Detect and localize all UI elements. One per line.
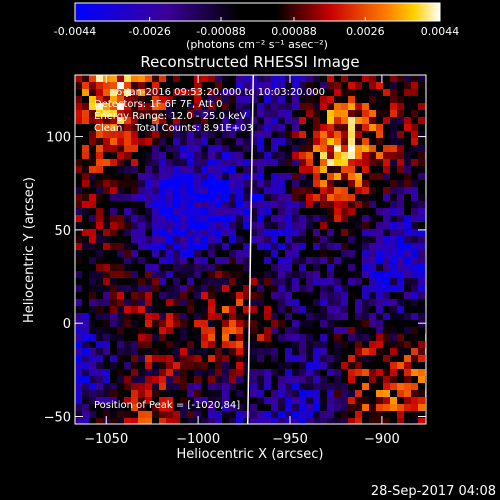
timestamp: 28-Sep-2017 04:08 <box>371 484 496 499</box>
chart-title: Reconstructed RHESSI Image <box>140 53 359 71</box>
colorbar: -0.0044 -0.0026 -0.00088 0.00088 0.0026 0.004… <box>54 2 460 51</box>
x-tick-label: −950 <box>272 432 308 447</box>
heatmap-image <box>75 75 426 424</box>
colorbar-tick-label: 0.0026 <box>346 25 385 38</box>
colorbar-gradient <box>74 2 441 22</box>
x-axis: −1050 −1000 −950 −900 <box>84 75 400 447</box>
colorbar-tick-label: -0.0044 <box>54 25 96 38</box>
colorbar-tick-label: 0.00088 <box>271 25 317 38</box>
y-tick-label: 100 <box>46 131 71 146</box>
annotation-energy-range: Energy Range: 12.0 - 25.0 keV <box>94 111 247 122</box>
colorbar-tick-label: 0.0044 <box>421 25 460 38</box>
colorbar-tick-label: -0.0026 <box>128 25 170 38</box>
y-tick-label: 0 <box>63 317 71 332</box>
colorbar-units: (photons cm⁻² s⁻¹ asec⁻²) <box>186 38 328 51</box>
annotation-peak-position: Position of Peak = [-1020,84] <box>94 400 240 411</box>
annotation-total-counts: Clean Total Counts: 8.91E+03 <box>94 123 253 134</box>
annotation-detectors: Detectors: 1F 6F 7F, Att 0 <box>94 99 222 110</box>
plot-frame <box>74 74 427 425</box>
y-axis-label: Heliocentric Y (arcsec) <box>22 177 37 323</box>
solar-limb-line <box>246 74 255 425</box>
y-tick-label: 50 <box>54 224 71 239</box>
x-axis-label: Heliocentric X (arcsec) <box>177 447 324 462</box>
y-tick-label: −50 <box>44 411 71 426</box>
x-tick-label: −1050 <box>84 432 128 447</box>
x-tick-label: −900 <box>364 432 400 447</box>
annotations: 6-Jan-2016 09:53:20.000 to 10:03:20.000 … <box>94 87 325 411</box>
annotation-time-range: 6-Jan-2016 09:53:20.000 to 10:03:20.000 <box>116 87 325 98</box>
y-axis: −50 0 50 100 <box>44 131 426 426</box>
colorbar-tick-label: -0.00088 <box>196 25 245 38</box>
x-tick-label: −1000 <box>176 432 220 447</box>
